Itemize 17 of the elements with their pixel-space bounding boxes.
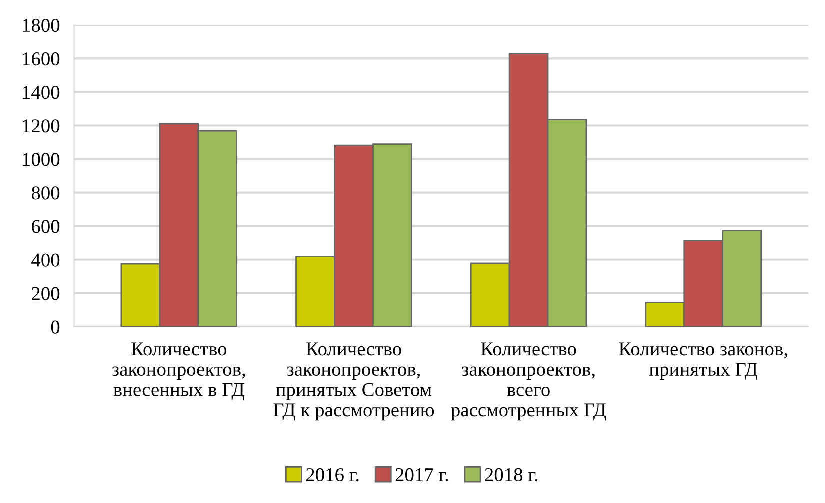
y-tick-label: 1000 bbox=[23, 153, 60, 166]
y-tick-label: 1400 bbox=[23, 86, 60, 100]
y-tick-label: 600 bbox=[32, 220, 60, 234]
y-tick-label: 1800 bbox=[23, 18, 60, 32]
x-tick-label: Количество законопроектов, всего рассмотренных ГД bbox=[451, 342, 606, 421]
x-tick-label: Количество законопроектов, принятых Советом ГД к рассмотрению bbox=[274, 342, 434, 421]
y-tick-label: 400 bbox=[32, 254, 60, 267]
y-tick-label: 1200 bbox=[23, 120, 60, 133]
x-tick-label: Количество законопроектов, внесенных в ГД bbox=[112, 342, 246, 400]
legend-label: 2017 г. bbox=[396, 468, 448, 482]
y-tick-label: 1600 bbox=[23, 52, 60, 66]
legend-label: 2016 г. bbox=[306, 468, 359, 482]
x-tick-label: Количество законов, принятых ГД bbox=[619, 342, 788, 380]
y-tick-label: 0 bbox=[51, 320, 60, 334]
y-tick-label: 800 bbox=[32, 186, 60, 200]
legend-label: 2018 г. bbox=[485, 468, 538, 482]
y-tick-label: 200 bbox=[32, 287, 60, 300]
